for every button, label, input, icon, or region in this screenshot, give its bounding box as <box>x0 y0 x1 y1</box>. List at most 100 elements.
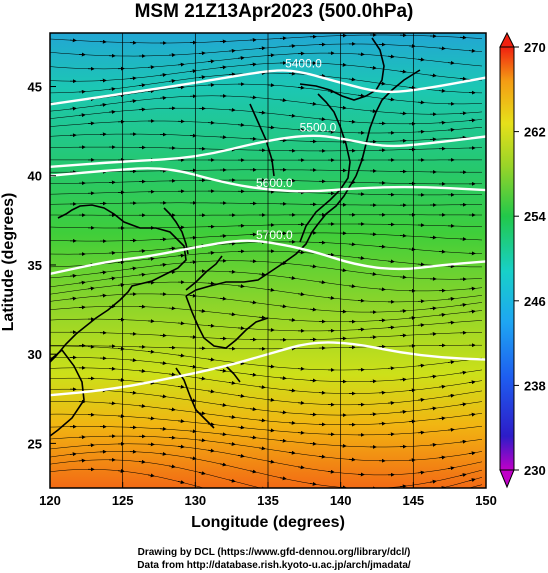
wind-arrow <box>309 307 317 312</box>
contour-line <box>50 341 486 397</box>
streamline <box>50 62 483 82</box>
wind-arrow <box>279 410 287 415</box>
wind-arrow <box>237 326 245 331</box>
x-axis: 120 125 130 135 140 145 150 <box>39 482 497 508</box>
wind-arrow <box>207 59 215 64</box>
wind-arrow <box>447 127 455 132</box>
streamline <box>50 459 483 488</box>
streamline <box>50 34 483 44</box>
wind-arrow <box>237 122 245 127</box>
x-tick-label: 150 <box>475 493 497 508</box>
y-tick-label: 35 <box>28 258 42 273</box>
wind-arrow <box>447 466 455 471</box>
contour-label: 5500.0 <box>300 121 337 135</box>
wind-arrow <box>108 109 116 114</box>
wind-arrow <box>237 453 245 458</box>
wind-arrow <box>138 459 146 464</box>
wind-arrow <box>117 346 125 351</box>
wind-arrow <box>309 481 317 486</box>
wind-arrow <box>249 62 257 67</box>
wind-arrow <box>108 87 116 92</box>
wind-arrow <box>258 315 266 320</box>
wind-arrow <box>267 53 275 58</box>
x-tick-label: 130 <box>184 493 206 508</box>
chart-title: MSM 21Z13Apr2023 (500.0hPa) <box>134 1 414 22</box>
wind-arrow <box>408 388 416 393</box>
wind-arrow <box>168 407 176 412</box>
wind-arrow <box>388 506 394 507</box>
wind-arrow <box>369 109 377 114</box>
y-axis-label: Latitude (degrees) <box>0 193 17 332</box>
streamline <box>50 260 483 280</box>
wind-arrow <box>177 62 185 67</box>
wind-arrow <box>138 403 146 408</box>
streamline <box>50 293 483 313</box>
wind-arrow <box>207 357 215 362</box>
contour-line <box>50 167 486 193</box>
wind-arrow <box>429 73 437 78</box>
wind-arrow <box>129 266 137 271</box>
footer-drawing-credit: Drawing by DCL (https://www.gfd-dennou.o… <box>137 547 411 558</box>
wind-arrow <box>429 306 437 311</box>
wind-arrow <box>129 358 137 363</box>
wind-arrow <box>459 473 467 477</box>
coastlines <box>50 37 421 437</box>
x-tick-label: 145 <box>402 493 424 508</box>
wind-arrow <box>198 376 206 381</box>
wind-arrow <box>438 455 446 460</box>
contour-line <box>50 134 486 169</box>
wind-arrow <box>238 497 244 499</box>
colorbar-tick-label: 254 <box>524 209 546 224</box>
wind-arrow <box>348 457 356 462</box>
wind-arrow <box>279 438 287 443</box>
wind-arrow <box>228 441 236 446</box>
streamline <box>50 95 483 115</box>
wind-arrow <box>147 473 155 478</box>
wind-arrow <box>279 304 287 309</box>
wind-arrow <box>408 315 416 320</box>
wind-arrow <box>468 412 476 417</box>
wind-arrow <box>468 48 476 53</box>
wind-arrow <box>207 389 215 394</box>
wind-arrow <box>219 432 227 437</box>
wind-arrow <box>468 286 476 291</box>
wind-arrow <box>319 499 325 500</box>
wind-arrow <box>249 372 257 377</box>
gridlines <box>122 33 414 488</box>
wind-arrow <box>298 509 304 510</box>
wind-arrow <box>177 353 185 358</box>
wind-arrow <box>207 448 215 453</box>
wind-arrow <box>318 454 326 459</box>
wind-arrow <box>228 415 236 420</box>
wind-arrow <box>297 85 305 90</box>
wind-arrow <box>387 400 395 405</box>
wind-arrow <box>267 287 275 292</box>
streamline <box>50 451 483 488</box>
wind-arrow <box>159 451 167 456</box>
wind-arrow <box>249 300 257 305</box>
colorbar-tick-label: 230 <box>524 463 546 478</box>
wind-arrow <box>408 419 416 424</box>
wind-arrow <box>357 256 365 261</box>
wind-arrow <box>78 280 86 285</box>
wind-arrow <box>69 273 77 278</box>
wind-arrow <box>459 402 467 407</box>
wind-arrow <box>99 270 107 275</box>
wind-arrow <box>348 77 356 82</box>
wind-arrow <box>249 469 257 474</box>
wind-arrow <box>69 106 77 111</box>
wind-arrow <box>447 296 455 301</box>
wind-arrow <box>357 93 365 98</box>
wind-arrow <box>438 416 446 421</box>
wind-arrow <box>417 363 425 368</box>
wind-arrow <box>438 384 446 389</box>
wind-arrow <box>249 407 257 412</box>
wind-arrow <box>279 376 287 381</box>
wind-arrow <box>327 295 335 300</box>
wind-arrow <box>258 110 266 115</box>
contour-label: 5600.0 <box>256 176 293 190</box>
wind-arrow <box>198 51 206 56</box>
colorbar-top-triangle <box>499 31 515 48</box>
footer-data-credit: Data from http://database.rish.kyoto-u.a… <box>137 560 411 571</box>
wind-arrow <box>297 292 305 297</box>
